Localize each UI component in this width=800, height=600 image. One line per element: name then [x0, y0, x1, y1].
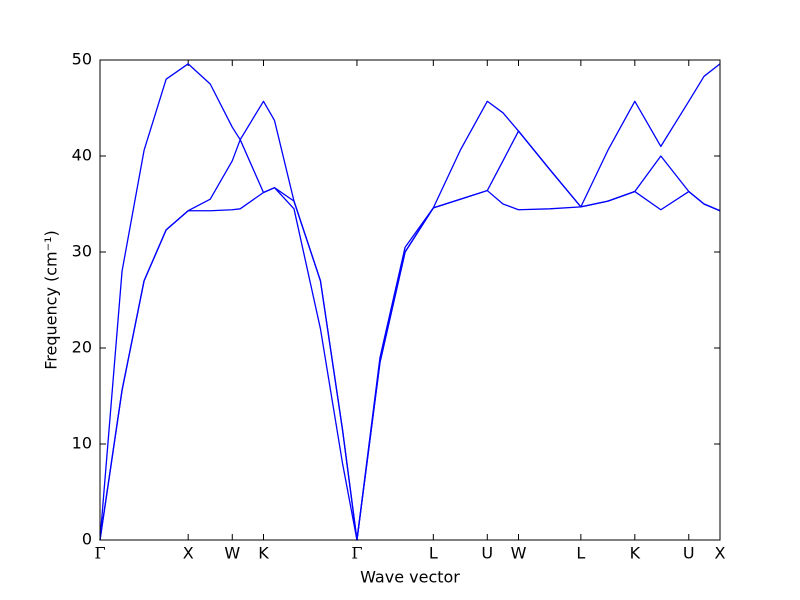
x-tick-label: Γ: [94, 544, 105, 563]
x-tick-label: W: [511, 544, 527, 563]
y-tick-label: 0: [82, 530, 92, 549]
x-tick-label: K: [258, 544, 269, 563]
y-tick-label: 20: [72, 338, 92, 357]
x-tick-label: Γ: [351, 544, 362, 563]
plot-frame: [99, 59, 721, 541]
x-tick-label: U: [683, 544, 695, 563]
y-tick-label: 30: [72, 242, 92, 261]
x-tick-label: L: [576, 544, 585, 563]
y-axis-label: Frequency (cm⁻¹): [42, 230, 61, 369]
x-tick-label: X: [715, 544, 726, 563]
y-tick-label: 40: [72, 146, 92, 165]
x-tick-label: X: [183, 544, 194, 563]
x-tick-label: K: [630, 544, 641, 563]
x-tick-label: W: [224, 544, 240, 563]
x-tick-label: L: [429, 544, 438, 563]
band-line: [99, 63, 721, 541]
x-axis-label: Wave vector: [360, 568, 460, 587]
y-tick-label: 10: [72, 434, 92, 453]
x-tick-label: U: [481, 544, 493, 563]
y-tick-label: 50: [72, 50, 92, 69]
